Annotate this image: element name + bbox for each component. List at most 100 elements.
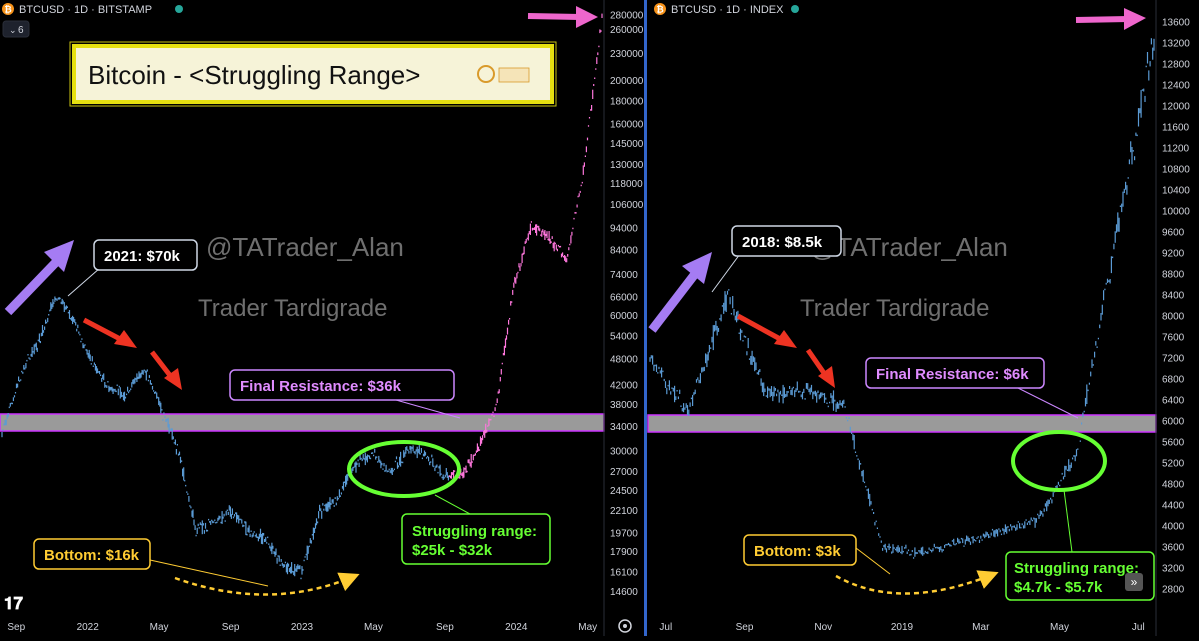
left-y-axis[interactable]: 280000 260000 230000 200000 180000 160000 1450… bbox=[610, 11, 644, 598]
left-x-axis[interactable]: Sep 2022 May Sep 2023 May Sep 2024 May bbox=[7, 622, 597, 633]
y-tick-label: 12800 bbox=[1162, 60, 1190, 71]
collapse-indicators-button[interactable]: ⌄ 6 bbox=[2, 20, 30, 38]
y-tick-label: 8800 bbox=[1162, 270, 1185, 281]
tardigrade-logo-plate bbox=[498, 67, 530, 83]
y-tick-label: 30000 bbox=[610, 446, 638, 457]
right-purple-arrow-shaft bbox=[648, 267, 702, 333]
left-struggling-range-circle bbox=[347, 440, 461, 498]
right-struggling-range-circle bbox=[1011, 430, 1107, 492]
left-peak-callout-pointer bbox=[67, 267, 101, 297]
right-bottom-curve-arrow bbox=[835, 570, 999, 595]
left-purple-arrow-head bbox=[44, 240, 74, 272]
y-tick-label: 230000 bbox=[610, 49, 644, 60]
right-x-axis[interactable]: Jul Sep Nov 2019 Mar May Jul bbox=[659, 622, 1144, 633]
y-tick-label: 34000 bbox=[610, 422, 638, 433]
left-red-arrow-2-head bbox=[164, 368, 182, 390]
y-tick-label: 12400 bbox=[1162, 81, 1190, 92]
gear-hub bbox=[623, 624, 627, 628]
left-symbol-header[interactable]: ₿ BTCUSD · 1D · BITSTAMP bbox=[2, 3, 183, 16]
y-tick-label: 11600 bbox=[1162, 123, 1190, 134]
y-tick-label: 19700 bbox=[610, 528, 638, 539]
left-peak-callout-box bbox=[93, 239, 198, 271]
bitcoin-icon bbox=[2, 3, 14, 15]
x-tick-label: 2024 bbox=[505, 622, 528, 633]
y-tick-label: 9600 bbox=[1162, 228, 1185, 239]
right-pink-arrow-shaft bbox=[1075, 16, 1129, 23]
scroll-button-bg bbox=[1125, 573, 1143, 591]
right-resistance-callout: Final Resistance: $6k bbox=[865, 357, 1079, 419]
y-tick-label: 24500 bbox=[610, 486, 638, 497]
collapse-button-bg bbox=[2, 20, 30, 38]
left-symbol-label: BTCUSD · 1D · BITSTAMP bbox=[19, 4, 152, 16]
right-range-pointer bbox=[1063, 489, 1073, 553]
right-red-arrow-1 bbox=[736, 313, 784, 343]
y-tick-label: 3200 bbox=[1162, 564, 1185, 575]
y-tick-label: 6800 bbox=[1162, 375, 1185, 386]
right-peak-callout-box bbox=[731, 225, 842, 257]
x-tick-label: 2019 bbox=[891, 622, 914, 633]
right-range-callout: Struggling range: $4.7k - $5.7k bbox=[1005, 489, 1155, 601]
y-tick-label: 260000 bbox=[610, 25, 644, 36]
y-tick-label: 6400 bbox=[1162, 396, 1185, 407]
left-watermark-handle: @TATrader_Alan bbox=[206, 232, 404, 262]
right-peak-callout-pointer bbox=[711, 253, 741, 293]
right-peak-callout-text: 2018: $8.5k bbox=[742, 234, 823, 251]
y-tick-label: 84000 bbox=[610, 245, 638, 256]
gear-ring bbox=[618, 619, 632, 633]
bitcoin-glyph: ₿ bbox=[4, 5, 11, 15]
y-tick-label: 10400 bbox=[1162, 186, 1190, 197]
y-tick-label: 6000 bbox=[1162, 417, 1185, 428]
y-tick-label: 10000 bbox=[1162, 207, 1190, 218]
right-y-axis[interactable]: 13600 13200 12800 12400 12000 11600 11200 10800… bbox=[1162, 18, 1190, 596]
left-resistance-callout: Final Resistance: $36k bbox=[229, 369, 461, 419]
tardigrade-logo bbox=[477, 65, 530, 83]
tradingview-logo-icon[interactable]: 𝟏𝟕 bbox=[4, 594, 23, 613]
right-purple-arrow-head bbox=[682, 252, 712, 284]
bitcoin-icon bbox=[654, 3, 666, 15]
left-peak-callout-text: 2021: $70k bbox=[104, 248, 181, 265]
left-range-callout-box bbox=[401, 513, 551, 565]
y-tick-label: 180000 bbox=[610, 97, 644, 108]
x-tick-label: Jul bbox=[1132, 622, 1145, 633]
x-tick-label: May bbox=[1050, 622, 1069, 633]
right-resistance-band bbox=[647, 414, 1157, 433]
left-bottom-callout-text: Bottom: $16k bbox=[44, 547, 140, 564]
left-red-arrow-1-head bbox=[114, 330, 137, 348]
y-tick-label: 145000 bbox=[610, 139, 644, 150]
right-red-arrow-1-head bbox=[774, 330, 797, 348]
y-tick-label: 9200 bbox=[1162, 249, 1185, 260]
right-range-line1: Struggling range: bbox=[1014, 560, 1139, 577]
indicator-count: 6 bbox=[18, 25, 24, 36]
right-watermark-handle: @TATrader_Alan bbox=[810, 232, 1008, 262]
right-range-callout-box bbox=[1005, 551, 1155, 601]
chevron-down-icon: ⌄ bbox=[9, 25, 17, 35]
double-chevron-right-icon: » bbox=[1131, 575, 1138, 589]
right-symbol-header[interactable]: ₿ BTCUSD · 1D · INDEX bbox=[654, 3, 799, 16]
left-range-line1: Struggling range: bbox=[412, 523, 537, 540]
right-resistance-callout-text: Final Resistance: $6k bbox=[876, 366, 1029, 383]
right-resistance-callout-box bbox=[865, 357, 1045, 389]
settings-gear-icon[interactable] bbox=[618, 619, 632, 633]
scroll-to-latest-button[interactable]: » bbox=[1125, 573, 1143, 591]
panel-divider bbox=[644, 0, 647, 636]
market-status-dot bbox=[791, 5, 799, 13]
left-red-arrow-1 bbox=[82, 317, 124, 343]
y-tick-label: 7600 bbox=[1162, 333, 1185, 344]
y-tick-label: 2800 bbox=[1162, 585, 1185, 596]
x-tick-label: 2023 bbox=[291, 622, 314, 633]
right-chart-panel: ₿ BTCUSD · 1D · INDEX @TATrader_Alan Tra… bbox=[647, 0, 1199, 636]
y-tick-label: 8000 bbox=[1162, 312, 1185, 323]
x-tick-label: Jul bbox=[659, 622, 672, 633]
right-bottom-pointer bbox=[855, 547, 891, 575]
x-tick-label: Sep bbox=[222, 622, 240, 633]
y-tick-label: 7200 bbox=[1162, 354, 1185, 365]
y-tick-label: 4800 bbox=[1162, 480, 1185, 491]
y-tick-label: 106000 bbox=[610, 200, 644, 211]
left-chart-panel: ₿ BTCUSD · 1D · BITSTAMP ⌄ 6 @TATrader_A… bbox=[0, 0, 644, 636]
y-tick-label: 10800 bbox=[1162, 165, 1190, 176]
x-tick-label: Sep bbox=[736, 622, 754, 633]
left-bottom-curve-arrow bbox=[174, 572, 360, 596]
left-range-line2: $25k - $32k bbox=[412, 542, 493, 559]
left-resistance-callout-text: Final Resistance: $36k bbox=[240, 378, 402, 395]
